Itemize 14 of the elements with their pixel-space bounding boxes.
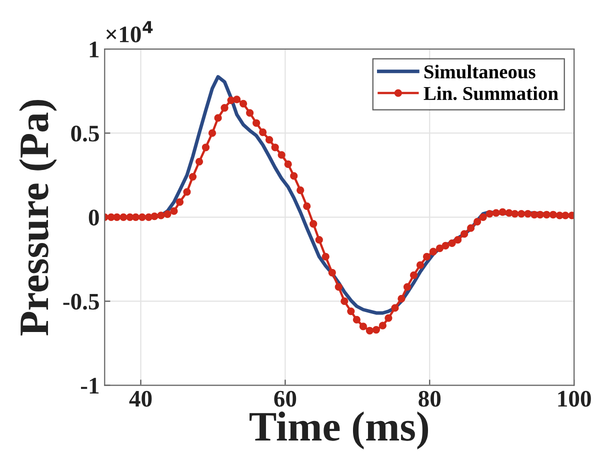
x-tick-label: 80 [418,390,441,407]
x-tick-label: 60 [274,390,296,407]
legend-label: Lin. Summation [424,86,558,100]
y-tick-label: -1 [80,378,99,394]
text: ×10$^{4}$ [106,21,153,42]
x-tick-label: 40 [129,390,152,407]
x-axis-title: Time (ms) [250,412,428,450]
y-axis-title: Pressure (Pa) [19,100,57,336]
y-tick-label: 0.5 [71,126,99,142]
y-tick-label: -0.5 [63,294,99,310]
y-tick-label: 0 [88,210,99,226]
x-tick-label: 100 [558,390,591,407]
y-tick-label: 1 [90,42,99,58]
legend-label: Simultaneous [424,64,536,78]
